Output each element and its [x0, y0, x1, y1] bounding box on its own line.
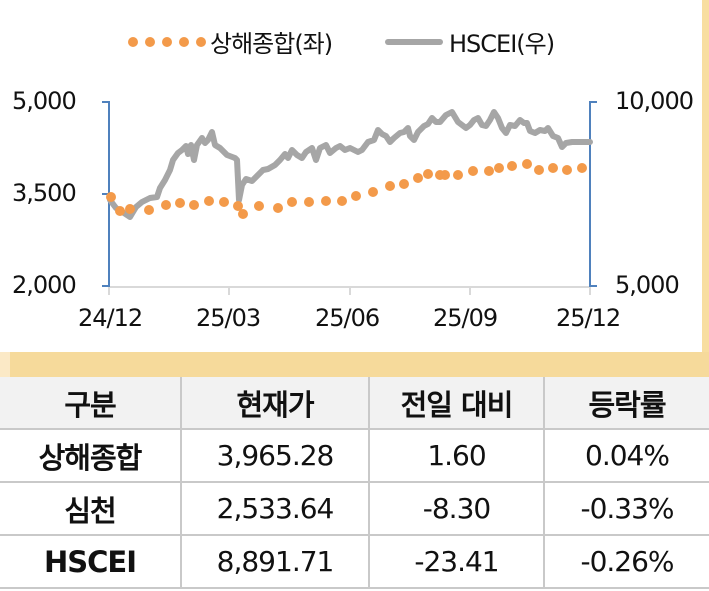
shanghai-data-point	[304, 197, 314, 207]
chart-legend: 상해종합(좌) HSCEI(우)	[0, 24, 709, 60]
row-change: 1.60	[368, 428, 545, 483]
table-row: HSCEI 8,891.71 -23.41 -0.26%	[0, 534, 709, 589]
separator-band	[0, 352, 709, 377]
shanghai-data-point	[175, 198, 185, 208]
shanghai-data-point	[144, 205, 154, 215]
legend-item-hscei: HSCEI(우)	[385, 24, 555, 59]
row-change: -23.41	[368, 534, 545, 589]
row-change: -8.30	[368, 481, 545, 536]
x-tick-2412: 24/12	[78, 304, 143, 332]
shanghai-data-point	[577, 163, 587, 173]
shanghai-series-dots	[106, 159, 587, 219]
header-change: 전일 대비	[368, 377, 545, 430]
shanghai-data-point	[507, 161, 517, 171]
row-name: 심천	[0, 481, 182, 536]
legend-label-hscei: HSCEI(우)	[449, 30, 555, 58]
row-rate: -0.26%	[543, 534, 709, 589]
right-tick-10000: 10,000	[615, 87, 694, 115]
shanghai-data-point	[351, 191, 361, 201]
right-y-axis	[589, 101, 597, 287]
shanghai-data-point	[413, 173, 423, 183]
shanghai-data-point	[494, 163, 504, 173]
plot-area	[102, 101, 597, 295]
row-rate: 0.04%	[543, 428, 709, 483]
separator-band-edge	[0, 352, 10, 377]
shanghai-data-point	[548, 163, 558, 173]
shanghai-data-point	[189, 200, 199, 210]
row-price: 8,891.71	[180, 534, 370, 589]
shanghai-data-point	[233, 201, 243, 211]
shanghai-data-point	[219, 197, 229, 207]
shanghai-data-point	[161, 200, 171, 210]
legend-label-shanghai: 상해종합(좌)	[210, 30, 333, 58]
hscei-series-line	[107, 109, 593, 220]
header-category: 구분	[0, 377, 182, 430]
shanghai-data-point	[106, 192, 116, 202]
left-tick-2000: 2,000	[12, 271, 77, 299]
shanghai-data-point	[468, 166, 478, 176]
shanghai-data-point	[321, 196, 331, 206]
shanghai-data-point	[125, 204, 135, 214]
shanghai-data-point	[254, 201, 264, 211]
legend-item-shanghai: 상해종합(좌)	[128, 24, 333, 59]
right-border-stripe	[702, 0, 709, 377]
shanghai-data-point	[423, 169, 433, 179]
left-tick-3500: 3,500	[12, 179, 77, 207]
shanghai-data-point	[115, 206, 125, 216]
row-price: 3,965.28	[180, 428, 370, 483]
x-tick-2503: 25/03	[196, 304, 261, 332]
right-tick-5000: 5,000	[615, 271, 680, 299]
row-name: HSCEI	[0, 534, 182, 589]
table-header-row: 구분 현재가 전일 대비 등락률	[0, 377, 709, 430]
shanghai-data-point	[238, 209, 248, 219]
line-marker-icon	[385, 38, 443, 45]
shanghai-data-point	[562, 165, 572, 175]
shanghai-data-point	[440, 170, 450, 180]
table-row: 심천 2,533.64 -8.30 -0.33%	[0, 481, 709, 536]
shanghai-data-point	[399, 179, 409, 189]
shanghai-data-point	[534, 165, 544, 175]
shanghai-data-point	[337, 196, 347, 206]
x-tick-2512: 25/12	[556, 304, 621, 332]
chart-panel: 상해종합(좌) HSCEI(우) 5,000 3,500 2,000 10,00…	[12, 30, 694, 332]
shanghai-data-point	[368, 187, 378, 197]
x-tick-2509: 25/09	[433, 304, 498, 332]
index-table: 구분 현재가 전일 대비 등락률 상해종합 3,965.28 1.60 0.04…	[0, 377, 709, 589]
row-price: 2,533.64	[180, 481, 370, 536]
row-name: 상해종합	[0, 428, 182, 483]
shanghai-data-point	[522, 159, 532, 169]
table-row: 상해종합 3,965.28 1.60 0.04%	[0, 428, 709, 483]
shanghai-data-point	[484, 166, 494, 176]
shanghai-data-point	[385, 181, 395, 191]
header-rate: 등락률	[543, 377, 709, 430]
shanghai-data-point	[453, 170, 463, 180]
shanghai-data-point	[287, 197, 297, 207]
row-rate: -0.33%	[543, 481, 709, 536]
header-price: 현재가	[180, 377, 370, 430]
left-tick-5000: 5,000	[12, 87, 77, 115]
dotted-marker-icon	[128, 36, 206, 47]
x-tick-2506: 25/06	[315, 304, 380, 332]
shanghai-data-point	[273, 203, 283, 213]
shanghai-data-point	[204, 196, 214, 206]
